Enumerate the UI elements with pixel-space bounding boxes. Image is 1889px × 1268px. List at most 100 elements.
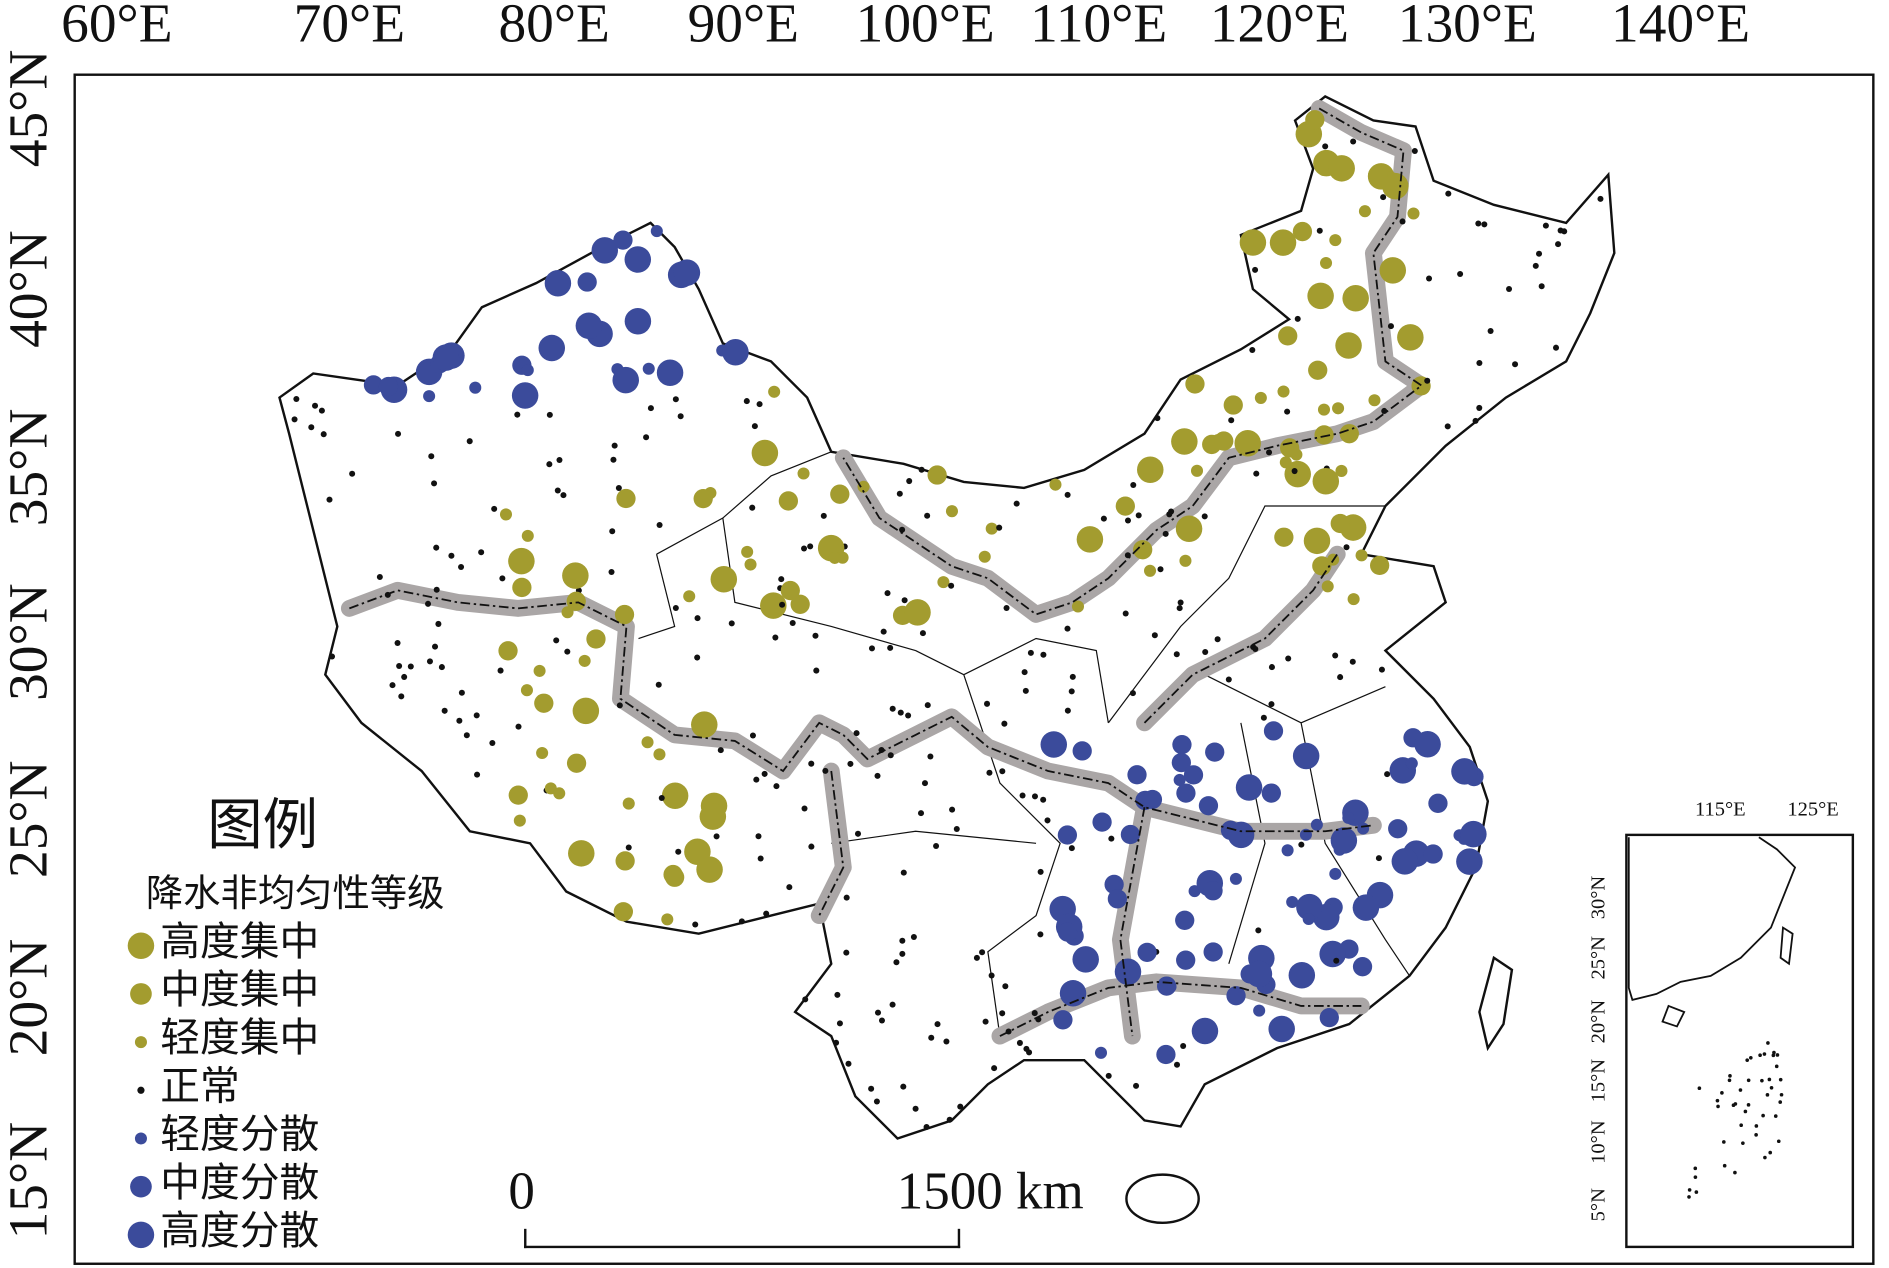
station-dot <box>566 753 587 773</box>
station-dot <box>1135 512 1142 519</box>
station-dot <box>655 681 662 688</box>
station-dot <box>1064 491 1071 498</box>
legend-label: 轻度集中 <box>160 1016 319 1060</box>
islet <box>1778 1077 1783 1082</box>
station-dot <box>326 496 333 503</box>
station-dot <box>611 442 618 449</box>
station-dot <box>591 237 619 264</box>
station-dot <box>694 615 701 622</box>
station-dot <box>1203 942 1223 962</box>
station-dot <box>978 550 991 563</box>
legend-label: 高度集中 <box>160 920 319 964</box>
islet <box>1768 1150 1773 1155</box>
station-dot <box>749 504 756 511</box>
station-dot <box>1381 407 1388 414</box>
station-dot <box>789 619 796 626</box>
station-dot <box>1049 478 1062 491</box>
station-dot <box>473 712 480 719</box>
station-dot <box>1280 438 1300 458</box>
lat-label: 35°N <box>0 409 58 527</box>
station-dot <box>1476 359 1483 367</box>
station-dot <box>1157 566 1164 573</box>
station-dot <box>691 711 718 738</box>
station-dot <box>1379 257 1407 284</box>
station-dot <box>1003 605 1010 612</box>
station-dot <box>900 1083 907 1090</box>
station-dot <box>1154 415 1161 422</box>
lat-label: 15°N <box>0 1122 58 1240</box>
islet <box>1694 1190 1699 1194</box>
station-dot <box>1105 1072 1112 1079</box>
station-dot <box>1380 194 1387 201</box>
station-dot <box>1342 811 1355 824</box>
station-dot <box>713 833 720 840</box>
station-dot <box>822 767 829 774</box>
station-dot <box>1173 1061 1181 1068</box>
station-dot <box>1342 285 1369 312</box>
zone-centerline <box>842 107 1424 616</box>
station-dot <box>1176 783 1196 803</box>
station-dot <box>1333 957 1340 964</box>
station-dot <box>683 590 696 603</box>
station-dot <box>1129 690 1136 697</box>
station-dot <box>463 732 470 739</box>
station-dot <box>499 508 513 521</box>
station-dot <box>1557 227 1564 234</box>
islet <box>1693 1175 1698 1179</box>
station-dot <box>536 746 549 759</box>
islet <box>1746 1078 1751 1083</box>
islet <box>1738 1088 1743 1092</box>
station-dot <box>1269 229 1297 256</box>
station-dot <box>1252 266 1259 273</box>
station-dot <box>828 551 841 564</box>
station-dot <box>1162 530 1169 537</box>
islet <box>1761 1113 1765 1118</box>
islet <box>1760 1078 1764 1083</box>
station-dot <box>778 576 785 583</box>
station-dot <box>693 489 713 509</box>
station-dot <box>1201 513 1208 520</box>
islet <box>1749 1055 1753 1060</box>
inset-lat-label: 30°N <box>1588 876 1610 920</box>
station-dot <box>830 484 850 504</box>
station-dot <box>1370 555 1390 576</box>
station-dot <box>1291 468 1298 475</box>
station-dot <box>1288 961 1316 989</box>
station-dot <box>887 644 894 651</box>
islet <box>1687 1188 1692 1192</box>
station-dot <box>1319 940 1346 968</box>
station-dot <box>432 344 460 371</box>
station-dot <box>533 664 546 677</box>
station-dot <box>999 768 1006 775</box>
station-dot <box>1064 707 1071 714</box>
station-dot <box>1444 423 1451 430</box>
station-dot <box>613 230 633 250</box>
station-dot <box>868 645 875 652</box>
station-dot <box>396 662 403 669</box>
station-dot <box>738 918 745 925</box>
station-dot <box>1320 256 1333 270</box>
station-dot <box>1223 395 1243 415</box>
station-dot <box>1399 218 1406 225</box>
station-dot <box>1245 960 1273 988</box>
station-dot <box>499 575 506 582</box>
station-dot <box>1205 742 1225 762</box>
station-dot <box>376 573 383 580</box>
station-dot <box>1411 147 1418 154</box>
station-dot <box>933 842 940 849</box>
station-dot <box>874 1009 882 1016</box>
station-dot <box>1175 910 1195 930</box>
station-dot <box>612 366 639 394</box>
islet <box>1733 1170 1737 1175</box>
lon-label: 60°E <box>61 0 172 54</box>
station-dot <box>812 632 819 639</box>
islet <box>1767 1077 1772 1082</box>
station-dot <box>927 465 947 485</box>
station-dot <box>943 1038 950 1045</box>
station-dot <box>1292 742 1320 770</box>
islet <box>1771 1053 1776 1058</box>
station-dot <box>1329 234 1342 247</box>
lon-label: 80°E <box>498 0 609 54</box>
islet <box>1693 1166 1698 1171</box>
station-dot <box>1044 817 1051 824</box>
